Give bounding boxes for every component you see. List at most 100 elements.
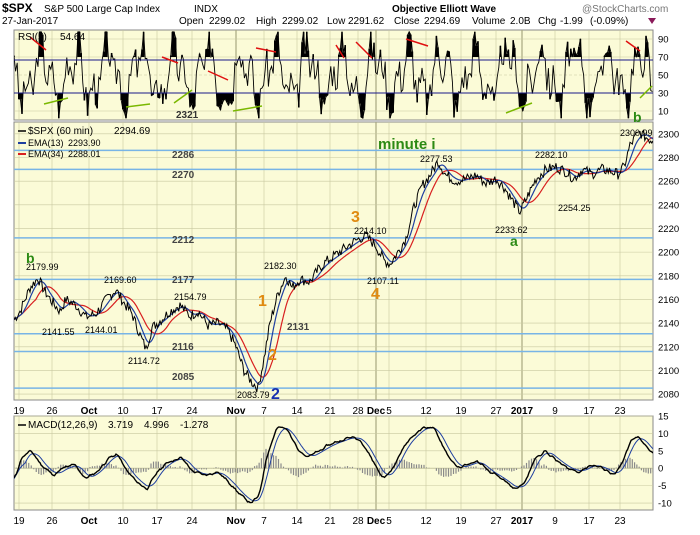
macd-hist-bar [87, 468, 88, 471]
x-tick-label: 14 [291, 406, 303, 417]
price-series-label: $SPX (60 min) [28, 126, 93, 137]
macd-hist-bar [227, 468, 228, 472]
x-tick-label: 14 [291, 516, 303, 527]
x-tick-label: 10 [117, 406, 129, 417]
low-label: Low [327, 16, 346, 27]
x-tick-label: 24 [186, 406, 198, 417]
ema34-label: EMA(34) [28, 149, 64, 159]
support-label-2116: 2116 [172, 342, 194, 353]
macd-hist-bar [372, 468, 373, 476]
price-label-2107: 2107.11 [367, 276, 399, 286]
rsi-tick-label: 10 [658, 107, 669, 118]
macd-hist-bar [278, 459, 279, 468]
rsi-value: 54.64 [60, 32, 85, 43]
macd-hist-bar [470, 467, 471, 469]
x-tick-label: 27 [490, 516, 502, 527]
macd-hist-bar [349, 467, 350, 468]
wave-label-2-orange: 2 [268, 347, 277, 364]
macd-hist-bar [616, 468, 617, 469]
macd-hist-bar [275, 456, 276, 468]
macd-hist-bar [359, 468, 360, 470]
macd-hist-bar [404, 460, 405, 468]
macd-hist-bar [283, 467, 284, 469]
macd-hist-bar [416, 464, 417, 468]
macd-hist-bar [480, 468, 481, 469]
macd-hist-bar [560, 468, 561, 471]
macd-hist-bar [551, 468, 552, 471]
macd-hist-bar [325, 465, 326, 468]
macd-tick-label: -10 [658, 499, 672, 510]
macd-hist-bar [543, 464, 544, 468]
macd-tick-label: 15 [658, 412, 669, 423]
macd-hist-bar [634, 462, 635, 468]
macd-hist-bar [506, 468, 507, 470]
x-tick-label: Nov [227, 406, 246, 417]
exchange-label: INDX [194, 4, 218, 15]
x-tick-label: 10 [117, 516, 129, 527]
wave-label-b-right: b [633, 109, 642, 125]
macd-hist-bar [632, 459, 633, 468]
macd-hist-bar [436, 468, 437, 471]
macd-hist-bar [592, 467, 593, 468]
macd-hist-bar [453, 468, 454, 474]
x-tick-label: 5 [386, 516, 392, 527]
macd-hist-bar [179, 466, 180, 468]
chg-pct: (-0.09%) [590, 16, 628, 27]
macd-hist-bar [443, 468, 444, 477]
down-triangle-icon [648, 18, 656, 24]
macd-hist-bar [445, 468, 446, 476]
x-tick-label: 23 [614, 406, 626, 417]
macd-hist-bar [599, 468, 600, 469]
chg-value: -1.99 [560, 16, 583, 27]
price-tick-label: 2140 [658, 319, 679, 330]
macd-hist-bar [337, 467, 338, 469]
macd-hist-bar [639, 467, 640, 469]
objective-ew-title: Objective Elliott Wave [392, 4, 497, 15]
macd-hist-bar [643, 468, 644, 472]
macd-hist-bar [160, 464, 161, 468]
macd-hist-bar [43, 468, 44, 474]
wave-label-3: 3 [351, 209, 360, 226]
macd-hist-bar [528, 460, 529, 468]
macd-hist-bar [305, 468, 306, 472]
macd-hist-bar [41, 468, 42, 475]
macd-hist-bar [441, 468, 442, 476]
macd-hist-bar [92, 466, 93, 468]
macd-hist-bar [641, 468, 642, 470]
macd-hist-bar [580, 468, 581, 469]
rsi-label: RSI(5) [18, 32, 47, 43]
macd-hist-bar [237, 468, 238, 473]
macd-hist-bar [242, 468, 243, 471]
x-tick-label: 26 [46, 406, 58, 417]
macd-hist-bar [521, 466, 522, 468]
x-tick-label: 9 [552, 516, 558, 527]
price-tick-label: 2160 [658, 295, 679, 306]
macd-hist-bar [458, 468, 459, 471]
x-tick-label: 2017 [511, 516, 534, 527]
macd-hist-bar [332, 466, 333, 468]
x-tick-label: 28 [352, 516, 364, 527]
price-tick-label: 2260 [658, 177, 679, 188]
support-label-2270: 2270 [172, 170, 195, 181]
macd-hist-bar [411, 463, 412, 468]
macd-hist-bar [357, 468, 358, 470]
price-label-2214: 2214.10 [354, 226, 387, 236]
x-tick-label: Oct [81, 406, 98, 417]
macd-hist-bar [254, 466, 255, 468]
macd-hist-bar [553, 468, 554, 471]
x-tick-label: 17 [151, 516, 163, 527]
macd-hist-bar [58, 467, 59, 468]
macd-hist-bar [290, 468, 291, 473]
macd-hist-bar [362, 468, 363, 473]
macd-hist-bar [502, 468, 503, 470]
macd-hist-bar [239, 468, 240, 472]
macd-hist-bar [421, 465, 422, 468]
macd-hist-bar [303, 468, 304, 474]
macd-hist-bar [613, 468, 614, 470]
price-label-2114: 2114.72 [128, 356, 160, 366]
macd-hist-bar [247, 468, 248, 473]
x-tick-label: 19 [455, 516, 467, 527]
